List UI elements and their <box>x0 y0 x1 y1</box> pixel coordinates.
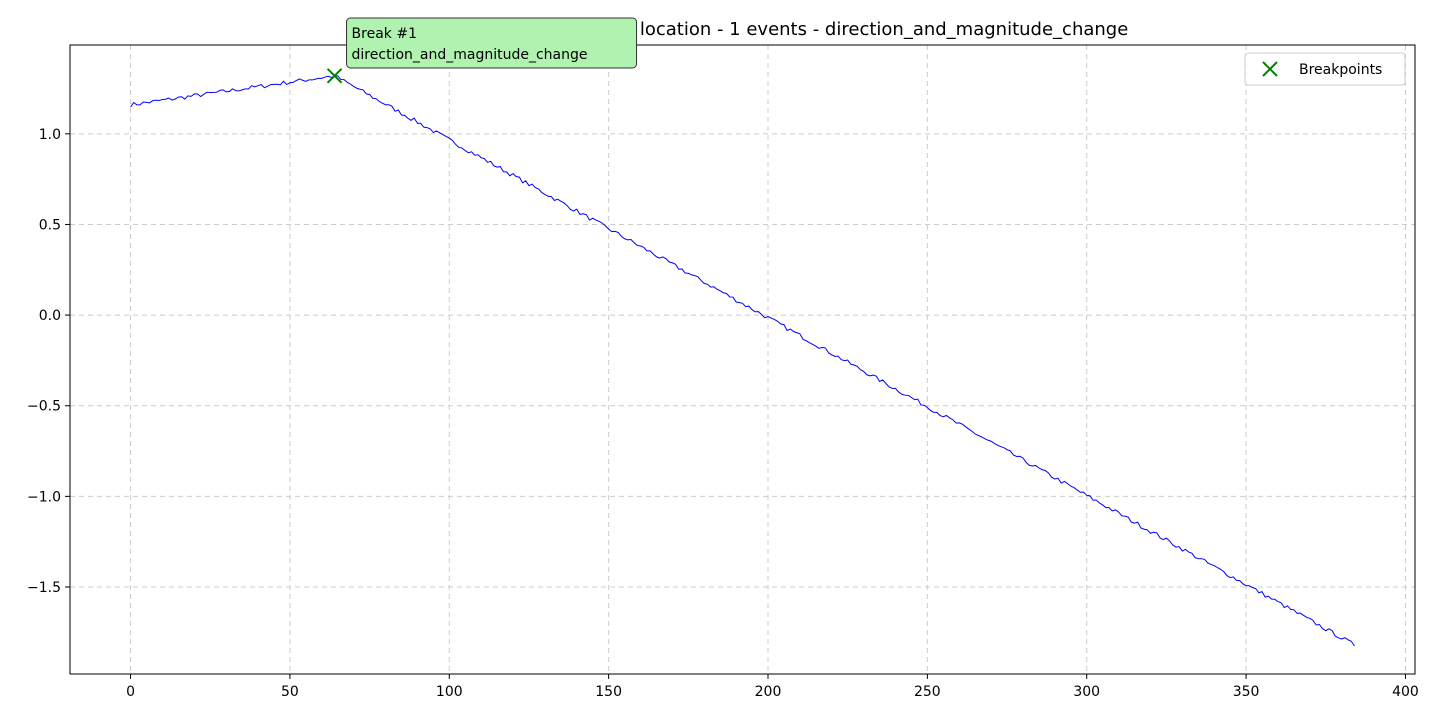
breakpoint-markers <box>326 68 343 84</box>
x-tick-label: 200 <box>755 684 782 700</box>
x-tick-label: 0 <box>126 684 135 700</box>
y-tick-label: −0.5 <box>27 399 61 415</box>
y-tick-label: 0.0 <box>39 308 61 324</box>
annotation-label-line2: direction_and_magnitude_change <box>352 47 588 63</box>
annotation-label-line1: Break #1 <box>352 26 417 42</box>
x-tick-label: 350 <box>1233 684 1260 700</box>
x-tick-label: 400 <box>1392 684 1419 700</box>
legend-marker-stroke <box>1262 61 1278 77</box>
plot-area-frame <box>69 44 1416 675</box>
legend: Breakpoints <box>1244 52 1406 86</box>
annotation-box <box>346 17 638 69</box>
y-tick-label: 0.5 <box>39 217 61 233</box>
grid-lines <box>70 45 1415 674</box>
breakpoint-marker-stroke <box>326 68 343 84</box>
axis-ticks: 0 50 100 150 200 250 300 350 400 −1.5 −1.0 −0.5 0.0 0… <box>27 127 1419 700</box>
y-tick-label: −1.5 <box>27 580 61 596</box>
breakpoint-marker <box>326 68 343 84</box>
x-tick-label: 100 <box>436 684 463 700</box>
x-tick-label: 150 <box>595 684 622 700</box>
x-tick-label: 50 <box>281 684 299 700</box>
y-tick-label: −1.0 <box>27 489 61 505</box>
y-tick-label: 1.0 <box>39 127 61 143</box>
x-tick-label: 250 <box>914 684 941 700</box>
x-tick-label: 300 <box>1073 684 1100 700</box>
legend-breakpoint-marker <box>1262 61 1278 77</box>
legend-box <box>1244 52 1406 86</box>
breakpoint-annotation: Break #1 direction_and_magnitude_change <box>346 17 638 69</box>
legend-label-breakpoints: Breakpoints <box>1299 62 1382 78</box>
